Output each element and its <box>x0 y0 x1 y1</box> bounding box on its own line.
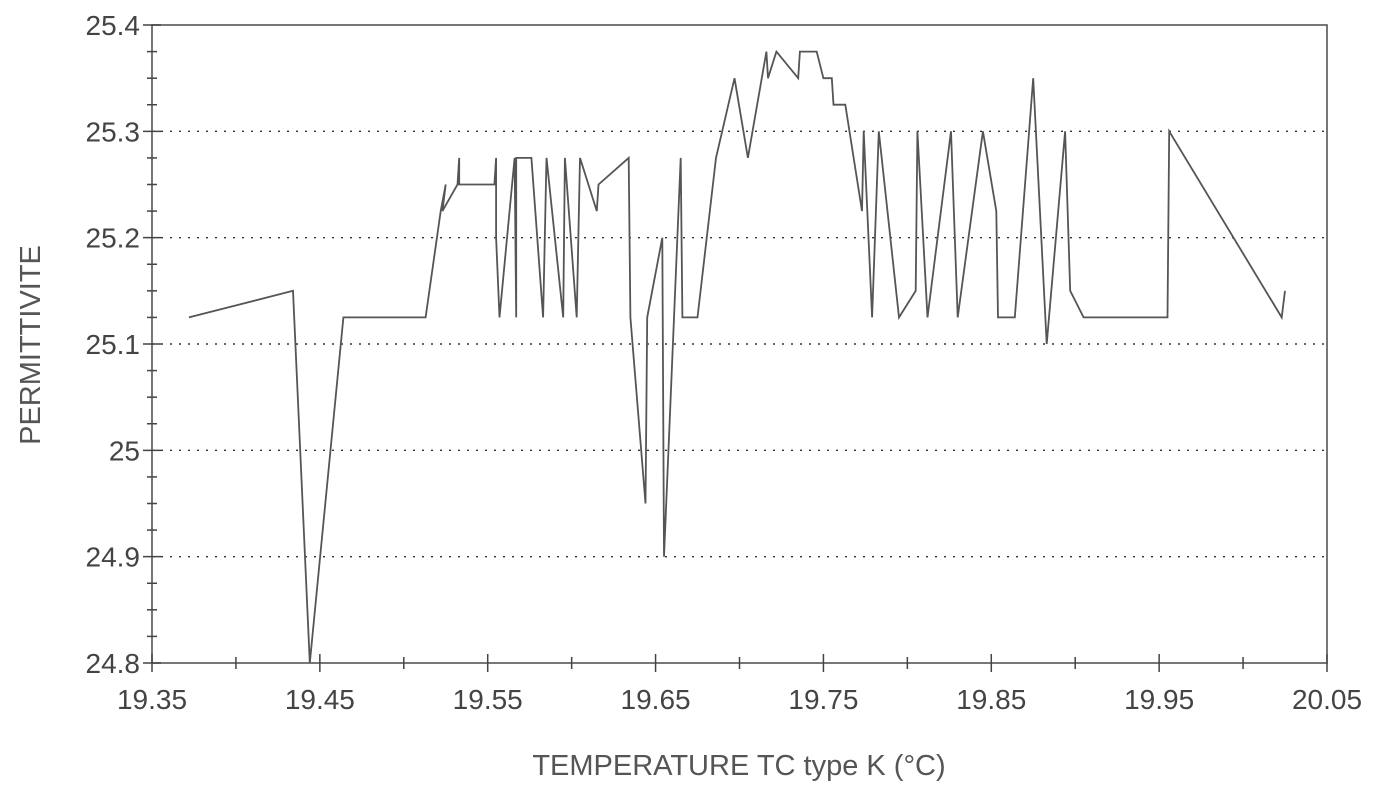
x-tick-label: 19.65 <box>621 684 691 715</box>
y-tick-label: 25.3 <box>86 116 141 147</box>
x-tick-label: 19.55 <box>453 684 523 715</box>
x-tick-label: 19.35 <box>117 684 187 715</box>
y-tick-labels: 24.8 24.9 25 25.1 25.2 25.3 25.4 <box>86 10 141 679</box>
x-axis-title: TEMPERATURE TC type K (°C) <box>532 750 945 782</box>
x-tick-label: 19.45 <box>285 684 355 715</box>
x-tick-label: 19.85 <box>956 684 1026 715</box>
gridlines <box>152 130 1327 558</box>
y-axis-title: PERMITTIVITE <box>15 245 47 445</box>
x-tick-label: 20.05 <box>1292 684 1362 715</box>
x-tick-labels: 19.35 19.45 19.55 19.65 19.75 19.85 19.95 20.05 <box>117 684 1362 715</box>
y-tick-label: 24.9 <box>86 542 141 573</box>
series-line <box>188 49 1286 664</box>
x-tick-label: 19.75 <box>788 684 858 715</box>
plot-frame <box>151 24 1328 664</box>
y-tick-label: 25.4 <box>86 10 141 41</box>
series-group <box>188 49 1286 664</box>
y-tick-label: 25.1 <box>86 329 141 360</box>
x-tick-label: 19.95 <box>1124 684 1194 715</box>
axis-ticks <box>143 24 1328 672</box>
y-tick-label: 25 <box>109 435 140 466</box>
y-tick-label: 25.2 <box>86 223 141 254</box>
y-tick-label: 24.8 <box>86 648 141 679</box>
